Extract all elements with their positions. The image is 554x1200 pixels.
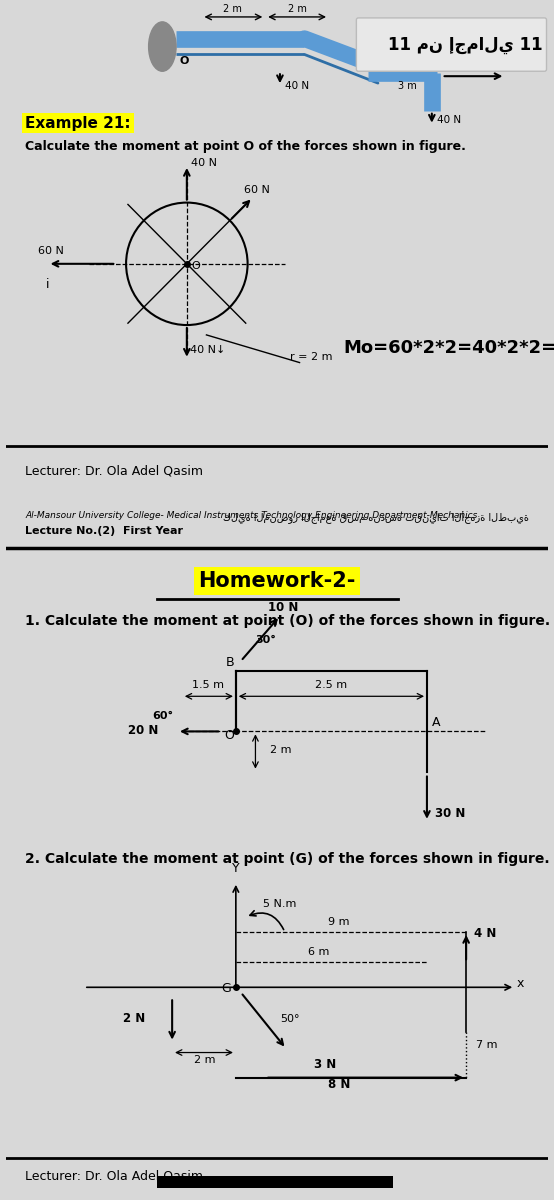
Text: i: i <box>46 278 49 292</box>
Text: 40 N: 40 N <box>437 114 461 125</box>
Text: A: A <box>432 716 440 730</box>
Text: r = 2 m: r = 2 m <box>290 352 332 361</box>
Text: 30°: 30° <box>255 635 276 646</box>
Text: Lecture No.(2)  First Year: Lecture No.(2) First Year <box>25 526 183 535</box>
Text: 2 N: 2 N <box>123 1013 145 1026</box>
Text: Example 21:: Example 21: <box>25 115 131 131</box>
Text: 2 m: 2 m <box>270 745 291 756</box>
Text: 3 N: 3 N <box>314 1057 336 1070</box>
Text: كلية المنصور الجامعة قسم هندسة تقنيات الأجهزة الطبية: كلية المنصور الجامعة قسم هندسة تقنيات ال… <box>223 511 529 523</box>
Text: 30 N: 30 N <box>435 806 465 820</box>
Text: Homework-2-: Homework-2- <box>198 571 356 590</box>
Text: Lecturer: Dr. Ola Adel Qasim: Lecturer: Dr. Ola Adel Qasim <box>25 464 203 478</box>
Text: 60°: 60° <box>152 712 173 721</box>
Text: 1.5 m: 1.5 m <box>192 680 224 690</box>
Text: 7 m: 7 m <box>476 1039 497 1050</box>
Text: Lecturer: Dr. Ola Adel Qasim: Lecturer: Dr. Ola Adel Qasim <box>25 1170 203 1183</box>
Text: 60 N: 60 N <box>396 25 420 36</box>
Text: 50°: 50° <box>280 1014 300 1025</box>
Text: Calculate the moment at point O of the forces shown in figure.: Calculate the moment at point O of the f… <box>25 140 466 154</box>
Text: 2.5 m: 2.5 m <box>315 680 347 690</box>
Text: 1. Calculate the moment at point (O) of the forces shown in figure.: 1. Calculate the moment at point (O) of … <box>25 614 550 628</box>
FancyBboxPatch shape <box>356 18 546 71</box>
Text: O: O <box>180 56 189 66</box>
Text: 2. Calculate the moment at point (G) of the forces shown in figure.: 2. Calculate the moment at point (G) of … <box>25 852 550 866</box>
Text: 60 N: 60 N <box>38 246 64 256</box>
Text: O: O <box>224 730 234 743</box>
Text: 20 N: 20 N <box>128 725 158 738</box>
Text: 20 N: 20 N <box>471 61 495 71</box>
Text: 3 m: 3 m <box>398 82 416 91</box>
Text: Y: Y <box>232 862 240 875</box>
Text: 6 m: 6 m <box>309 947 330 958</box>
Text: 4 N: 4 N <box>474 928 496 940</box>
Text: 30: 30 <box>407 38 419 48</box>
Text: 40 N: 40 N <box>285 82 309 91</box>
Text: 40 N↓: 40 N↓ <box>190 344 225 355</box>
Text: 5 N.m: 5 N.m <box>263 899 296 910</box>
Text: 2 m: 2 m <box>223 4 242 14</box>
Bar <box>157 1176 393 1194</box>
Text: 2 m: 2 m <box>288 4 307 14</box>
Ellipse shape <box>148 22 176 71</box>
Text: 40 N: 40 N <box>191 158 217 168</box>
Text: Al-Mansour University College- Medical Instruments Technology Engineering Depart: Al-Mansour University College- Medical I… <box>25 511 478 520</box>
Text: 11 من إجمالي 11: 11 من إجمالي 11 <box>388 36 542 54</box>
Text: x: x <box>517 977 525 990</box>
Text: B: B <box>226 656 235 670</box>
Text: 8 N: 8 N <box>327 1078 350 1091</box>
Text: 60 N: 60 N <box>244 185 270 194</box>
Text: 9 m: 9 m <box>328 917 350 928</box>
Text: 10 N: 10 N <box>268 601 298 614</box>
Text: Mo=60*2*2=40*2*2=: Mo=60*2*2=40*2*2= <box>343 338 554 356</box>
Text: O: O <box>192 260 201 271</box>
Text: 2 m: 2 m <box>194 1055 216 1064</box>
Text: G: G <box>221 983 231 995</box>
